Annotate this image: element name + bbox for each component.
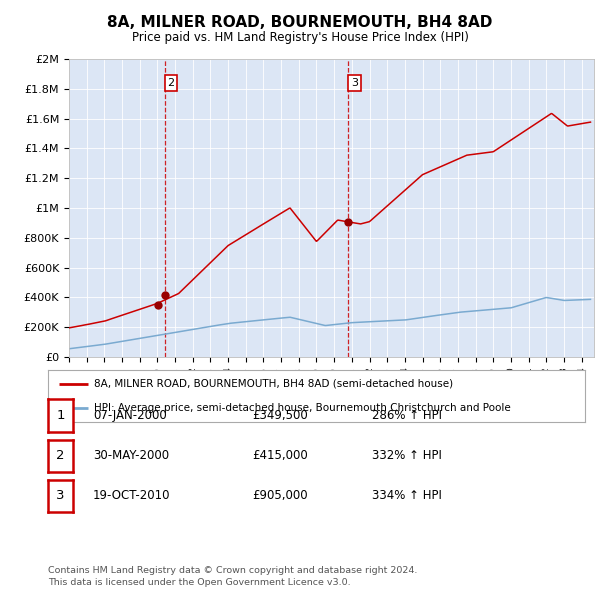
Text: 8A, MILNER ROAD, BOURNEMOUTH, BH4 8AD (semi-detached house): 8A, MILNER ROAD, BOURNEMOUTH, BH4 8AD (s… — [94, 379, 453, 389]
Text: 1: 1 — [56, 409, 65, 422]
Text: 332% ↑ HPI: 332% ↑ HPI — [372, 449, 442, 463]
Text: 19-OCT-2010: 19-OCT-2010 — [93, 489, 170, 503]
Text: £349,500: £349,500 — [252, 409, 308, 422]
Text: 2: 2 — [56, 449, 65, 463]
Text: Contains HM Land Registry data © Crown copyright and database right 2024.
This d: Contains HM Land Registry data © Crown c… — [48, 566, 418, 587]
Text: 286% ↑ HPI: 286% ↑ HPI — [372, 409, 442, 422]
Text: HPI: Average price, semi-detached house, Bournemouth Christchurch and Poole: HPI: Average price, semi-detached house,… — [94, 403, 511, 413]
Text: 30-MAY-2000: 30-MAY-2000 — [93, 449, 169, 463]
Text: 3: 3 — [351, 78, 358, 88]
Text: £905,000: £905,000 — [252, 489, 308, 503]
Text: 8A, MILNER ROAD, BOURNEMOUTH, BH4 8AD: 8A, MILNER ROAD, BOURNEMOUTH, BH4 8AD — [107, 15, 493, 30]
Text: 07-JAN-2000: 07-JAN-2000 — [93, 409, 167, 422]
Text: 334% ↑ HPI: 334% ↑ HPI — [372, 489, 442, 503]
Text: 2: 2 — [167, 78, 175, 88]
Text: Price paid vs. HM Land Registry's House Price Index (HPI): Price paid vs. HM Land Registry's House … — [131, 31, 469, 44]
Text: 3: 3 — [56, 489, 65, 503]
Text: £415,000: £415,000 — [252, 449, 308, 463]
